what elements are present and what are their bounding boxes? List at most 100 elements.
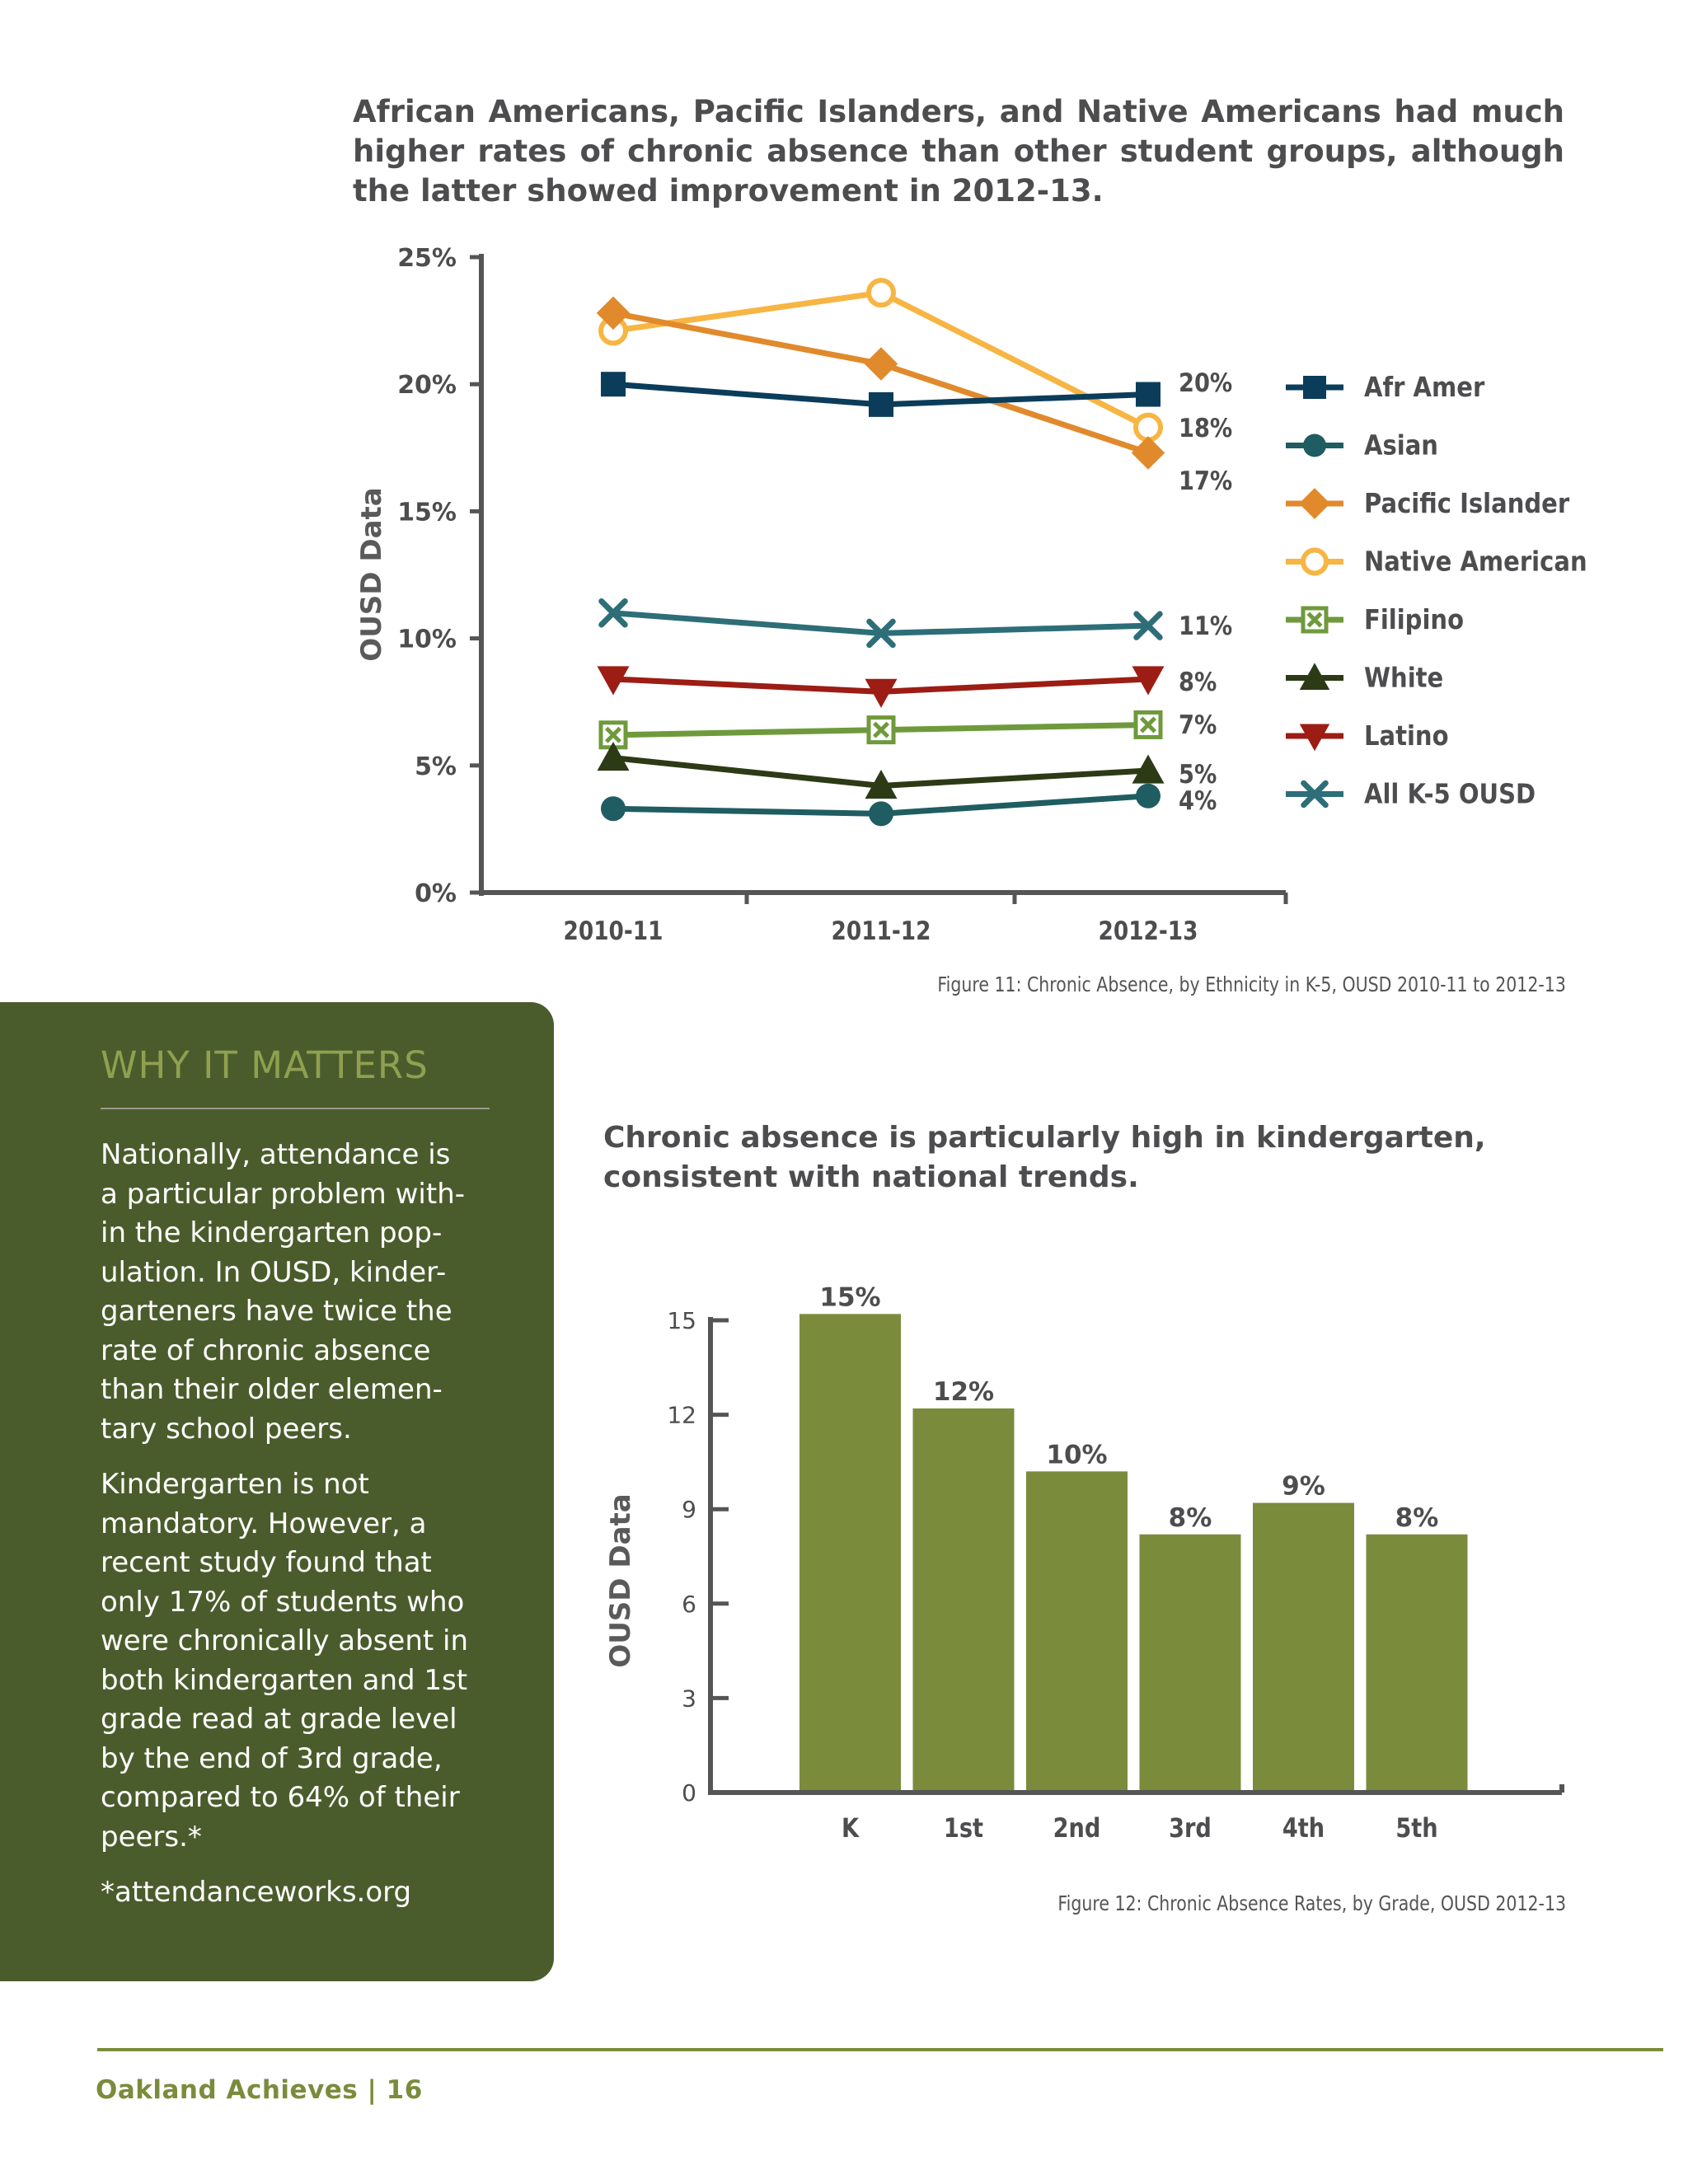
- legend-label: Asian: [1364, 430, 1438, 462]
- x-tick-label: 2010-11: [564, 916, 663, 946]
- y-tick-label: 6: [682, 1591, 696, 1618]
- legend-marker: [1301, 606, 1329, 634]
- bar-1st: [912, 1408, 1015, 1790]
- data-label-5th: 8%: [1395, 1503, 1439, 1533]
- footer-divider: [97, 2048, 1663, 2051]
- bar-5th: [1366, 1534, 1468, 1790]
- data-point-latino: [597, 666, 630, 696]
- bar-2nd: [1026, 1471, 1128, 1790]
- data-point-asian: [869, 801, 893, 827]
- legend: Afr Amer Asian Pacific Islander Native Amer…: [1286, 372, 1587, 810]
- data-label-1st: 12%: [933, 1377, 994, 1407]
- legend-item-afr-amer: Afr Amer: [1286, 372, 1485, 403]
- data-label-k: 15%: [819, 1282, 880, 1312]
- figure-11-heading: African Americans, Pacific Islanders, an…: [353, 94, 1564, 209]
- bar-k: [799, 1314, 901, 1790]
- data-label-2nd: 10%: [1046, 1440, 1107, 1469]
- data-point-afr-amer: [869, 391, 893, 417]
- y-tick-label: 15: [667, 1307, 696, 1334]
- sidebar-footnote: *attendanceworks.org: [101, 1876, 412, 1909]
- sidebar-paragraph-2: Kindergarten is not mandatory. However, …: [101, 1468, 469, 1854]
- legend-label: Filipino: [1364, 604, 1464, 635]
- data-point-pacific-islander: [864, 347, 898, 381]
- x-tick-label: 2nd: [1053, 1813, 1101, 1844]
- data-point-asian: [1136, 783, 1160, 808]
- data-point-afr-amer: [1136, 382, 1160, 407]
- y-tick-label: 9: [682, 1496, 696, 1523]
- y-tick-label: 10%: [397, 626, 457, 654]
- legend-label: Pacific Islander: [1364, 488, 1570, 519]
- legend-marker: [1301, 780, 1329, 808]
- y-axis-label: OUSD Data: [355, 487, 388, 661]
- data-point-all-k-5-ousd: [1133, 611, 1163, 640]
- x-tick-label: 3rd: [1169, 1813, 1212, 1844]
- data-point-latino: [1132, 666, 1165, 696]
- data-point-asian: [601, 796, 626, 822]
- x-tick-label: 2012-13: [1099, 916, 1198, 946]
- legend-item-latino: Latino: [1286, 720, 1449, 752]
- legend-marker: [1299, 663, 1330, 691]
- data-point-pacific-islander: [1131, 436, 1165, 470]
- y-tick-label: 3: [682, 1685, 696, 1712]
- y-tick-label: 12: [667, 1402, 696, 1429]
- bar-4th: [1253, 1502, 1354, 1790]
- end-label-afr-amer: 20%: [1179, 368, 1232, 397]
- series-line-pacific-islander: [612, 310, 1150, 456]
- legend-label: Afr Amer: [1364, 372, 1485, 403]
- data-point-white: [865, 769, 898, 799]
- sidebar-title: WHY IT MATTERS: [101, 1043, 429, 1087]
- x-tick-label: 1st: [944, 1813, 983, 1844]
- end-label-asian: 4%: [1179, 785, 1217, 815]
- data-label-4th: 9%: [1282, 1472, 1325, 1502]
- data-point-native-american: [1133, 412, 1163, 443]
- y-tick-label: 0%: [415, 879, 457, 908]
- y-axis-label: OUSD Data: [604, 1493, 637, 1667]
- legend-label: Latino: [1364, 720, 1449, 752]
- data-point-native-american: [866, 278, 896, 308]
- figure-12-heading: Chronic absence is particularly high in …: [603, 1121, 1486, 1194]
- end-label-latino: 8%: [1179, 667, 1217, 696]
- data-point-filipino: [866, 715, 896, 745]
- why-it-matters-sidebar: WHY IT MATTERS Nationally, attendance is…: [0, 1002, 554, 1981]
- sidebar-paragraph-1: Nationally, attendance is a particular p…: [101, 1138, 466, 1446]
- x-tick-label: 5th: [1395, 1813, 1437, 1844]
- legend-item-white: White: [1286, 663, 1443, 694]
- end-label-white: 5%: [1179, 759, 1217, 789]
- end-label-all-k-5-ousd: 11%: [1179, 611, 1232, 640]
- data-point-white: [1132, 754, 1165, 784]
- legend-label: White: [1364, 663, 1443, 694]
- legend-marker: [1299, 488, 1330, 519]
- data-point-filipino: [1133, 710, 1163, 739]
- page-footer: Oakland Achieves | 16: [96, 2075, 423, 2105]
- y-tick-label: 20%: [397, 371, 457, 400]
- x-tick-label: K: [842, 1813, 860, 1844]
- sidebar-body: Nationally, attendance is a particular p…: [101, 1136, 513, 1929]
- legend-label: All K-5 OUSD: [1364, 779, 1536, 810]
- data-point-pacific-islander: [596, 296, 631, 330]
- legend-marker: [1299, 724, 1330, 752]
- figure-11-caption: Figure 11: Chronic Absence, by Ethnicity…: [937, 972, 1566, 996]
- data-point-all-k-5-ousd: [866, 618, 896, 649]
- data-point-afr-amer: [601, 372, 626, 397]
- data-label-3rd: 8%: [1169, 1503, 1212, 1533]
- legend-marker: [1303, 376, 1326, 399]
- y-tick-label: 15%: [397, 498, 457, 527]
- legend-item-asian: Asian: [1286, 430, 1438, 462]
- legend-item-filipino: Filipino: [1286, 604, 1464, 635]
- figure-12-caption: Figure 12: Chronic Absence Rates, by Gra…: [1057, 1891, 1566, 1915]
- chronic-absence-by-ethnicity-chart: 0% 5% 10% 15% 20% 25% 2010-11 2011-12 2012-13 OUS…: [355, 244, 1587, 946]
- sidebar-divider: [101, 1108, 490, 1109]
- legend-item-pacific-islander: Pacific Islander: [1286, 488, 1570, 519]
- data-point-all-k-5-ousd: [598, 598, 628, 628]
- end-label-native-american: 18%: [1179, 413, 1232, 443]
- bar-3rd: [1139, 1534, 1241, 1790]
- end-label-filipino: 7%: [1179, 710, 1217, 739]
- data-point-white: [597, 742, 630, 771]
- x-tick-label: 4th: [1282, 1813, 1325, 1844]
- y-tick-label: 5%: [415, 752, 457, 781]
- legend-marker: [1301, 547, 1329, 576]
- chronic-absence-by-grade-chart: 0 3 6 9 12 15 OUSD Data 15% K 12% 1st 10% 2nd 8% 3rd 9%…: [604, 1282, 1564, 1844]
- x-tick-label: 2011-12: [832, 916, 931, 946]
- data-point-latino: [865, 678, 898, 708]
- legend-item-native-american: Native American: [1286, 546, 1587, 578]
